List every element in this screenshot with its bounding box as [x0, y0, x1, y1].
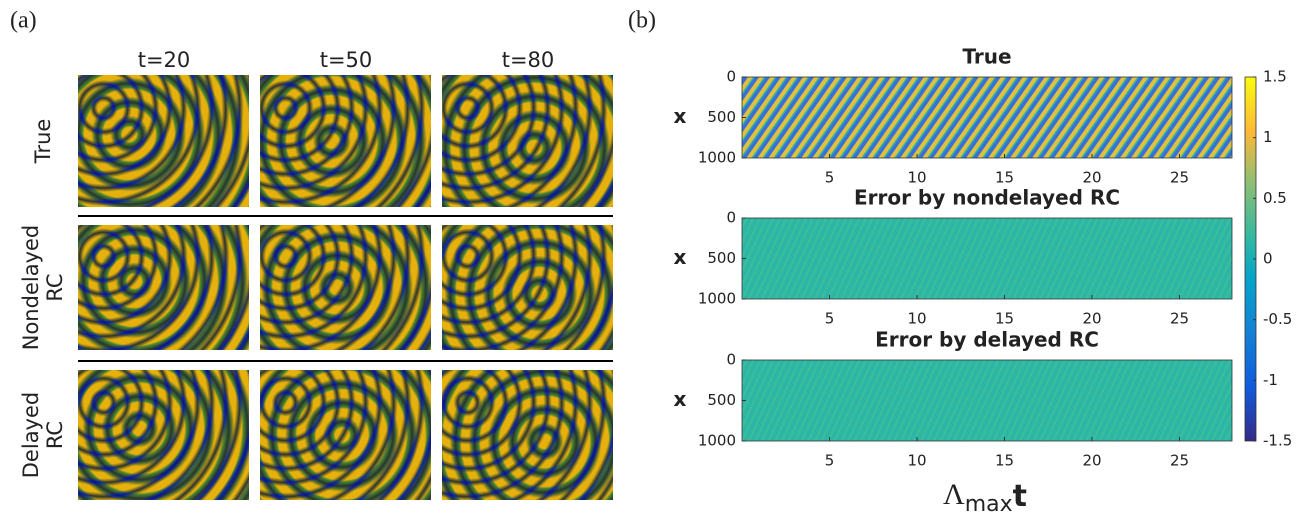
x-tick-label: 5: [825, 452, 835, 470]
row-label: DelayedRC: [19, 392, 67, 478]
heatmap-image: [741, 217, 1233, 300]
chart-title: Error by nondelayed RC: [854, 186, 1120, 210]
x-tick-label: 5: [825, 169, 835, 187]
row-label-line: RC: [43, 273, 67, 301]
colorbar-tick-label: -0.5: [1263, 310, 1292, 328]
column-title: t=50: [320, 48, 373, 72]
x-tick-label: 20: [1082, 169, 1101, 187]
snapshot-image: [78, 225, 249, 350]
x-tick-label: 20: [1082, 310, 1101, 328]
y-tick-label: 1000: [698, 290, 736, 308]
heatmap-image: [741, 359, 1233, 442]
x-tick-label: 15: [995, 169, 1014, 187]
x-tick-label: 10: [907, 310, 926, 328]
colorbar-tick-label: 0.5: [1263, 189, 1287, 207]
row-label: True: [31, 119, 55, 165]
colorbar-tick-label: 1: [1263, 128, 1273, 146]
snapshot-image: [260, 75, 431, 207]
row-label-line: True: [31, 119, 55, 165]
colorbar-tick-label: 0: [1263, 250, 1273, 268]
y-tick-label: 1000: [698, 432, 736, 450]
chart-title: Error by delayed RC: [875, 328, 1099, 352]
y-axis-label: x: [674, 104, 687, 128]
snapshot-image: [260, 370, 431, 500]
y-axis-label: x: [674, 387, 687, 411]
y-tick-label: 0: [726, 68, 736, 86]
x-tick-label: 25: [1170, 169, 1189, 187]
snapshot-image: [260, 225, 431, 350]
x-tick-label: 20: [1082, 452, 1101, 470]
heatmap-image: [741, 76, 1233, 159]
column-title: t=20: [138, 48, 191, 72]
snapshot-image: [78, 75, 249, 207]
x-tick-label: 15: [995, 310, 1014, 328]
y-tick-label: 500: [707, 391, 736, 409]
y-tick-label: 500: [707, 249, 736, 267]
x-axis-label: Λmaxt: [943, 478, 1027, 516]
x-tick-label: 25: [1170, 310, 1189, 328]
row-label-line: Delayed: [19, 392, 43, 478]
column-title: t=80: [502, 48, 555, 72]
colorbar-tick-label: -1.5: [1263, 432, 1292, 450]
snapshot-image: [78, 370, 249, 500]
y-axis-label: x: [674, 245, 687, 269]
row-label-line: Nondelayed: [19, 225, 43, 351]
x-tick-label: 15: [995, 452, 1014, 470]
y-tick-label: 0: [726, 209, 736, 227]
row-label: NondelayedRC: [19, 225, 67, 351]
x-tick-label: 25: [1170, 452, 1189, 470]
panel-label: (b): [628, 8, 656, 34]
row-label-line: RC: [43, 421, 67, 449]
x-tick-label: 10: [907, 452, 926, 470]
chart-title: True: [962, 45, 1011, 69]
y-tick-label: 500: [707, 108, 736, 126]
x-tick-label: 5: [825, 310, 835, 328]
panel-label: (a): [10, 8, 37, 34]
snapshot-image: [442, 370, 613, 500]
snapshot-image: [442, 75, 613, 207]
y-tick-label: 0: [726, 351, 736, 369]
colorbar-tick-label: 1.5: [1263, 68, 1287, 86]
snapshot-image: [442, 225, 613, 350]
y-tick-label: 1000: [698, 149, 736, 167]
x-tick-label: 10: [907, 169, 926, 187]
colorbar-tick-label: -1: [1263, 371, 1278, 389]
